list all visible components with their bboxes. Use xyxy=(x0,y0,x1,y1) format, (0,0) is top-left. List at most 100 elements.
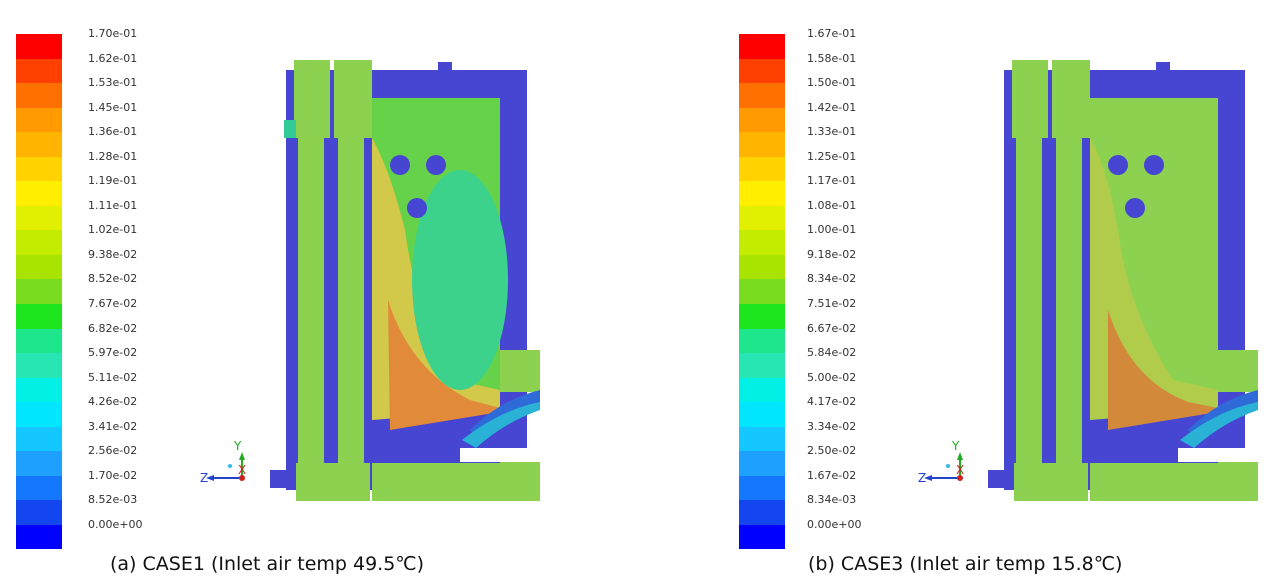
colorbar-tick-label: 7.51e-02 xyxy=(807,297,857,311)
left-column-top xyxy=(294,60,330,138)
colorbar-tick-label: 1.02e-01 xyxy=(88,223,138,237)
colorbar-swatch xyxy=(16,230,62,255)
colorbar-swatch xyxy=(16,34,62,59)
colorbar-swatch xyxy=(16,377,62,403)
colorbar-tick-label: 0.00e+00 xyxy=(88,517,143,531)
colorbar-tick-label: 1.17e-01 xyxy=(807,174,857,188)
colorbar xyxy=(16,34,62,550)
colorbar-tick-label: 1.62e-01 xyxy=(88,51,138,65)
colorbar-tick-label: 1.58e-01 xyxy=(807,51,857,65)
colorbar-labels: 1.70e-01 1.62e-01 1.53e-01 1.45e-01 1.36e-01… xyxy=(88,27,178,542)
colorbar-swatch xyxy=(16,83,62,108)
colorbar-swatch xyxy=(16,328,62,354)
colorbar-swatch xyxy=(739,304,785,329)
colorbar-swatch xyxy=(739,181,785,206)
colorbar-tick-label: 1.67e-02 xyxy=(807,468,857,482)
colorbar-swatch xyxy=(16,353,62,378)
colorbar-tick-label: 1.36e-01 xyxy=(88,125,138,139)
colorbar-swatch xyxy=(16,500,62,525)
colorbar-swatch xyxy=(739,500,785,525)
axis-triad: Y Z X xyxy=(918,439,964,485)
colorbar-tick-label: 1.45e-01 xyxy=(88,100,138,114)
colorbar-tick-label: 8.34e-03 xyxy=(807,493,857,507)
colorbar-tick-label: 1.70e-02 xyxy=(88,468,138,482)
colorbar-swatch xyxy=(739,254,785,280)
colorbar-swatch xyxy=(16,475,62,501)
panel-caption: (a) CASE1 (Inlet air temp 49.5℃) xyxy=(110,553,425,575)
colorbar-tick-label: 1.25e-01 xyxy=(807,149,857,163)
colorbar-tick-label: 1.11e-01 xyxy=(88,198,138,212)
colorbar-tick-label: 1.19e-01 xyxy=(88,174,138,188)
colorbar-tick-label: 9.18e-02 xyxy=(807,247,857,261)
colorbar-swatch xyxy=(739,402,785,427)
colorbar-tick-label: 3.41e-02 xyxy=(88,419,138,433)
colorbar-swatch xyxy=(739,107,785,133)
colorbar xyxy=(739,34,785,550)
colorbar-swatch xyxy=(16,181,62,206)
colorbar-tick-label: 5.97e-02 xyxy=(88,346,138,360)
colorbar-labels: 1.67e-01 1.58e-01 1.50e-01 1.42e-01 1.33e-01… xyxy=(807,27,897,542)
colorbar-swatch xyxy=(16,451,62,476)
colorbar-tick-label: 8.34e-02 xyxy=(807,272,857,286)
colorbar-tick-label: 5.00e-02 xyxy=(807,370,857,384)
colorbar-swatch xyxy=(739,230,785,255)
contour-panel-case1: 1.70e-01 1.62e-01 1.53e-01 1.45e-01 1.36e-01… xyxy=(16,27,540,575)
colorbar-swatch xyxy=(16,279,62,305)
colorbar-tick-label: 7.67e-02 xyxy=(88,297,138,311)
colorbar-swatch xyxy=(739,132,785,157)
axis-label-z: Z xyxy=(200,471,208,485)
colorbar-swatch xyxy=(16,156,62,182)
colorbar-tick-label: 1.42e-01 xyxy=(807,100,857,114)
colorbar-swatch xyxy=(739,83,785,108)
colorbar-swatch xyxy=(739,279,785,305)
colorbar-tick-label: 4.26e-02 xyxy=(88,395,138,409)
panel-caption: (b) CASE3 (Inlet air temp 15.8℃) xyxy=(808,553,1123,575)
axis-label-y: Y xyxy=(233,439,242,453)
colorbar-swatch xyxy=(739,524,785,550)
colorbar-swatch xyxy=(16,205,62,231)
colorbar-swatch xyxy=(739,328,785,354)
contour-domain: Y Z X xyxy=(918,60,1258,501)
axis-label-z: Z xyxy=(918,471,926,485)
colorbar-tick-label: 6.82e-02 xyxy=(88,321,138,335)
contour-domain: Y Z X xyxy=(200,60,540,501)
colorbar-tick-label: 9.38e-02 xyxy=(88,247,138,261)
colorbar-swatch xyxy=(739,353,785,378)
contour-panel-case3: 1.67e-01 1.58e-01 1.50e-01 1.42e-01 1.33e-01… xyxy=(723,0,1282,585)
colorbar-tick-label: 2.56e-02 xyxy=(88,444,138,458)
right-column-top xyxy=(334,60,372,138)
colorbar-tick-label: 1.53e-01 xyxy=(88,76,138,90)
colorbar-tick-label: 8.52e-02 xyxy=(88,272,138,286)
colorbar-tick-label: 5.11e-02 xyxy=(88,370,138,384)
colorbar-tick-label: 3.34e-02 xyxy=(807,419,857,433)
colorbar-swatch xyxy=(16,524,62,550)
colorbar-swatch xyxy=(16,107,62,133)
colorbar-tick-label: 4.17e-02 xyxy=(807,395,857,409)
axis-label-x: X xyxy=(956,463,964,477)
colorbar-tick-label: 8.52e-03 xyxy=(88,493,138,507)
colorbar-swatch xyxy=(16,254,62,280)
colorbar-swatch xyxy=(16,58,62,84)
colorbar-tick-label: 5.84e-02 xyxy=(807,346,857,360)
axis-triad: Y Z X xyxy=(200,439,246,485)
colorbar-swatch xyxy=(739,156,785,182)
colorbar-swatch xyxy=(16,132,62,157)
axis-label-x: X xyxy=(238,463,246,477)
colorbar-tick-label: 1.08e-01 xyxy=(807,198,857,212)
colorbar-swatch xyxy=(16,304,62,329)
colorbar-tick-label: 0.00e+00 xyxy=(807,517,862,531)
colorbar-swatch xyxy=(16,426,62,452)
colorbar-tick-label: 1.33e-01 xyxy=(807,125,857,139)
colorbar-tick-label: 2.50e-02 xyxy=(807,444,857,458)
colorbar-tick-label: 1.67e-01 xyxy=(807,27,857,40)
colorbar-tick-label: 6.67e-02 xyxy=(807,321,857,335)
colorbar-swatch xyxy=(739,377,785,403)
colorbar-tick-label: 1.00e-01 xyxy=(807,223,857,237)
colorbar-swatch xyxy=(739,426,785,452)
colorbar-tick-label: 1.28e-01 xyxy=(88,149,138,163)
colorbar-swatch xyxy=(739,475,785,501)
colorbar-tick-label: 1.50e-01 xyxy=(807,76,857,90)
axis-label-y: Y xyxy=(951,439,960,453)
colorbar-swatch xyxy=(739,34,785,59)
colorbar-swatch xyxy=(16,402,62,427)
